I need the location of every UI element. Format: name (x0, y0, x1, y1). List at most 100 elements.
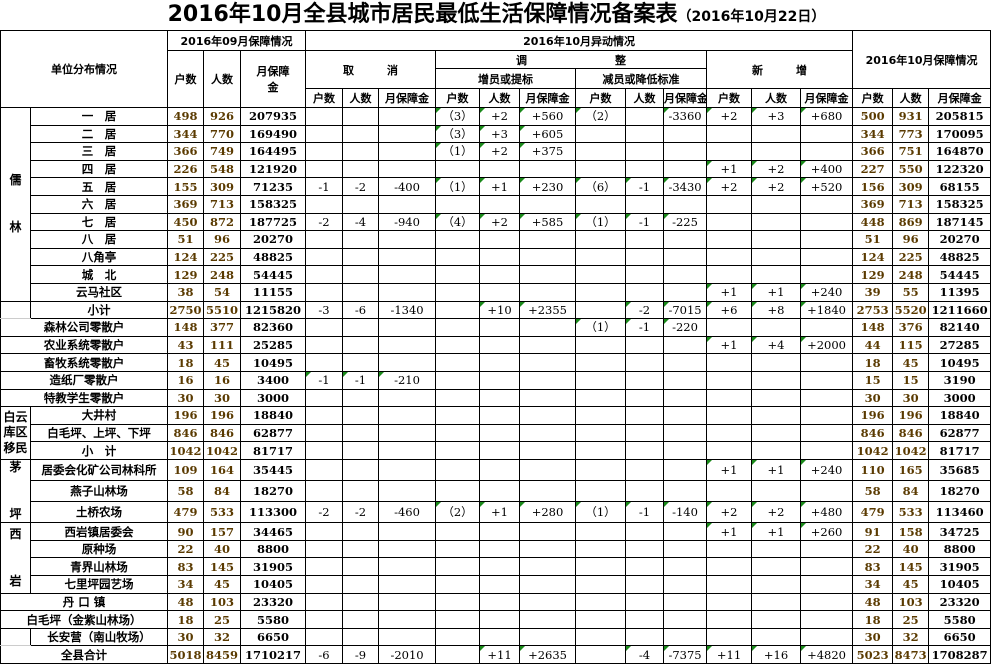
cell-decrease-fund (663, 142, 708, 161)
cell-increase-fund (519, 557, 577, 577)
cell-cancel-fund (378, 575, 437, 594)
cell-sep-households: 90 (167, 522, 204, 541)
cell-oct-fund: 81717 (928, 441, 992, 460)
cell-oct-households: 58 (852, 479, 894, 503)
cell-cancel-fund (378, 557, 437, 577)
cell-new-fund (800, 423, 854, 443)
cell-decrease-fund (663, 539, 708, 559)
cell-cancel-persons (342, 610, 380, 629)
cell-increase-persons (479, 557, 521, 577)
cell-cancel-fund (378, 627, 437, 647)
cell-new-fund: +400 (800, 159, 854, 179)
cell-increase-households (435, 265, 481, 284)
cell-cancel-persons (342, 265, 380, 284)
cell-oct-fund: 205815 (928, 107, 992, 126)
table-row: 丹 口 镇 48 103 23320 48 103 23320 (0, 592, 992, 612)
cell-new-fund (800, 441, 854, 460)
header-decrease: 减员或降低标准 (575, 68, 708, 89)
cell-sep-households: 846 (167, 423, 204, 443)
cell-oct-persons: 25 (892, 610, 930, 629)
cell-decrease-fund (663, 522, 708, 541)
cell-sep-fund: 31905 (239, 557, 307, 577)
cell-new-households (706, 575, 753, 594)
unit-name: 云马社区 (30, 282, 168, 302)
cell-increase-persons (479, 522, 521, 541)
cell-cancel-fund (378, 458, 437, 482)
cell-decrease-persons (625, 441, 665, 460)
cell-decrease-fund (663, 423, 708, 443)
cell-oct-households: 1042 (852, 441, 894, 460)
cell-decrease-persons (625, 406, 665, 425)
cell-increase-fund (519, 575, 577, 594)
cell-increase-persons (479, 388, 521, 408)
cell-oct-fund: 158325 (928, 194, 992, 214)
cell-sep-persons: 749 (203, 142, 241, 161)
unit-name: 原种场 (30, 539, 168, 559)
unit-name: 白毛坪（金紫山林场） (0, 610, 168, 629)
cell-cancel-fund (378, 441, 437, 460)
cell-new-persons: +1 (751, 458, 802, 482)
cell-new-persons (751, 441, 802, 460)
cell-sep-households: 155 (167, 177, 204, 196)
cell-decrease-persons (625, 610, 665, 629)
cell-new-households: +1 (706, 458, 753, 482)
cell-increase-fund (519, 610, 577, 629)
cell-decrease-persons (625, 353, 665, 372)
cell-decrease-persons (625, 194, 665, 214)
cell-new-households: +2 (706, 107, 753, 126)
cell-oct-persons: 773 (892, 124, 930, 144)
cell-sep-households: 369 (167, 194, 204, 214)
cell-sep-fund: 158325 (239, 194, 307, 214)
cell-oct-households: 18 (852, 353, 894, 372)
cell-oct-households: 448 (852, 212, 894, 232)
cell-oct-persons: 115 (892, 335, 930, 355)
table-row: 八角亭 124 225 48825 124 225 48825 (1, 247, 992, 267)
cell-cancel-fund: -400 (378, 177, 437, 196)
cell-cancel-fund (378, 247, 437, 267)
cell-oct-persons: 751 (892, 142, 930, 161)
cell-decrease-persons: -2 (625, 300, 665, 320)
cell-new-fund (800, 212, 854, 232)
cell-decrease-persons (625, 522, 665, 541)
header-decrease-persons: 人数 (625, 88, 665, 108)
cell-increase-persons (479, 610, 521, 629)
cell-cancel-persons: -2 (342, 177, 380, 196)
cell-decrease-households (575, 142, 627, 161)
cell-cancel-persons (342, 557, 380, 577)
cell-new-persons (751, 194, 802, 214)
cell-cancel-households (305, 406, 344, 425)
cell-increase-fund (519, 265, 577, 284)
cell-oct-households: 30 (852, 627, 894, 647)
cell-oct-persons: 5520 (892, 300, 930, 320)
cell-new-fund: +240 (800, 282, 854, 302)
cell-decrease-households (575, 610, 627, 629)
cell-oct-fund: 5580 (928, 610, 992, 629)
blank-cell (0, 627, 31, 647)
header-oct-change: 2016年10月异动情况 (305, 30, 854, 51)
cell-new-households (706, 370, 753, 390)
cell-increase-persons (479, 265, 521, 284)
cell-oct-persons: 165 (892, 458, 930, 482)
cell-increase-households (435, 388, 481, 408)
cell-sep-households: 30 (167, 627, 204, 647)
cell-increase-fund (519, 370, 577, 390)
cell-new-households (706, 142, 753, 161)
cell-increase-fund: +605 (519, 124, 577, 144)
cell-oct-households: 148 (852, 318, 894, 337)
table-row: 云马社区 38 54 11155 +1 +1 +240 39 55 11395 (1, 282, 992, 302)
cell-cancel-households (305, 107, 344, 126)
cell-decrease-persons (625, 370, 665, 390)
cell-decrease-households (575, 300, 627, 320)
cell-sep-persons: 196 (203, 406, 241, 425)
cell-oct-fund: 68155 (928, 177, 992, 196)
cell-sep-persons: 548 (203, 159, 241, 179)
cell-sep-households: 226 (167, 159, 204, 179)
cell-cancel-fund (378, 194, 437, 214)
cell-cancel-fund (378, 230, 437, 249)
cell-decrease-fund (663, 610, 708, 629)
cell-decrease-persons (625, 539, 665, 559)
cell-oct-fund: 34725 (928, 522, 992, 541)
cell-oct-households: 15 (852, 370, 894, 390)
cell-new-households (706, 318, 753, 337)
cell-increase-fund (519, 458, 577, 482)
